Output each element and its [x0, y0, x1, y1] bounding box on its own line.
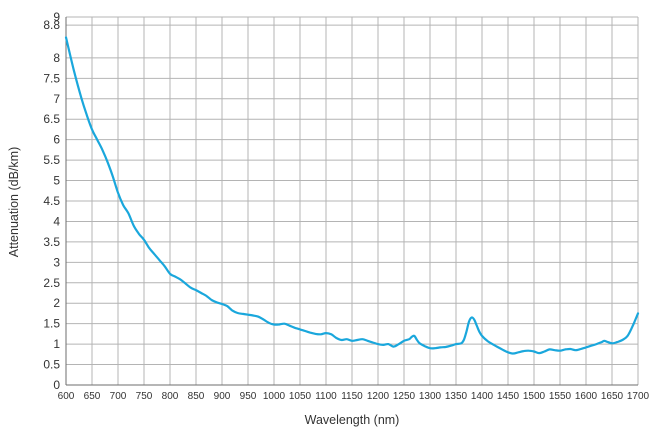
x-tick-label: 1650	[601, 391, 624, 402]
x-tick-label: 1700	[627, 391, 649, 402]
x-tick-label: 1550	[549, 391, 572, 402]
x-tick-label: 1300	[419, 391, 442, 402]
y-tick-label: 2.5	[43, 276, 60, 290]
x-tick-label: 900	[214, 391, 231, 402]
y-axis-title: Attenuation (dB/km)	[7, 147, 21, 257]
x-tick-label: 600	[58, 391, 75, 402]
x-tick-label: 1050	[289, 391, 312, 402]
chart-axes	[65, 17, 638, 386]
x-tick-label: 800	[162, 391, 179, 402]
y-tick-label: 2	[53, 296, 60, 310]
x-tick-label: 850	[188, 391, 205, 402]
y-tick-label: 4.5	[43, 194, 60, 208]
y-tick-label: 3.5	[43, 235, 60, 249]
y-tick-label: 6	[53, 133, 60, 147]
x-tick-label: 1150	[341, 391, 363, 402]
x-tick-label: 1100	[315, 391, 337, 402]
x-tick-labels: 600 650 700 750 800 850 900 950 1000 1050 1100 1150…	[58, 391, 649, 402]
x-tick-label: 700	[110, 391, 127, 402]
x-tick-label: 1000	[263, 391, 286, 402]
x-tick-label: 650	[84, 391, 101, 402]
y-tick-label: 1	[53, 337, 60, 351]
y-tick-label: 1.5	[43, 317, 60, 331]
x-tick-label: 1600	[575, 391, 598, 402]
y-tick-label: 6.5	[43, 112, 60, 126]
y-tick-label: 5	[53, 174, 60, 188]
x-tick-label: 1500	[523, 391, 546, 402]
y-tick-label: 0	[53, 378, 60, 392]
x-axis-title: Wavelength (nm)	[305, 413, 400, 427]
y-tick-label: 3	[53, 255, 60, 269]
y-tick-label: 4	[53, 214, 60, 228]
attenuation-series-line	[64, 36, 640, 355]
x-tick-label: 1200	[367, 391, 390, 402]
x-tick-label: 750	[136, 391, 153, 402]
x-tick-label: 1250	[393, 391, 416, 402]
x-tick-label: 950	[240, 391, 257, 402]
y-tick-label: 8.8	[43, 18, 60, 32]
y-tick-label: 7.5	[43, 71, 60, 85]
y-tick-label: 5.5	[43, 153, 60, 167]
y-tick-label: 7	[53, 92, 60, 106]
x-tick-label: 1400	[471, 391, 494, 402]
horizontal-gridlines	[66, 16, 638, 366]
y-tick-label: 8	[53, 51, 60, 65]
y-tick-labels: 0 0.5 1 1.5 2 2.5 3 3.5 4 4.5 5 5.5 6 6.5 7 7.5 8 8.89	[43, 10, 60, 392]
y-tick-label: 9	[53, 10, 60, 24]
x-tick-label: 1350	[445, 391, 468, 402]
y-tick-label: 0.5	[43, 358, 60, 372]
x-tick-label: 1450	[497, 391, 520, 402]
